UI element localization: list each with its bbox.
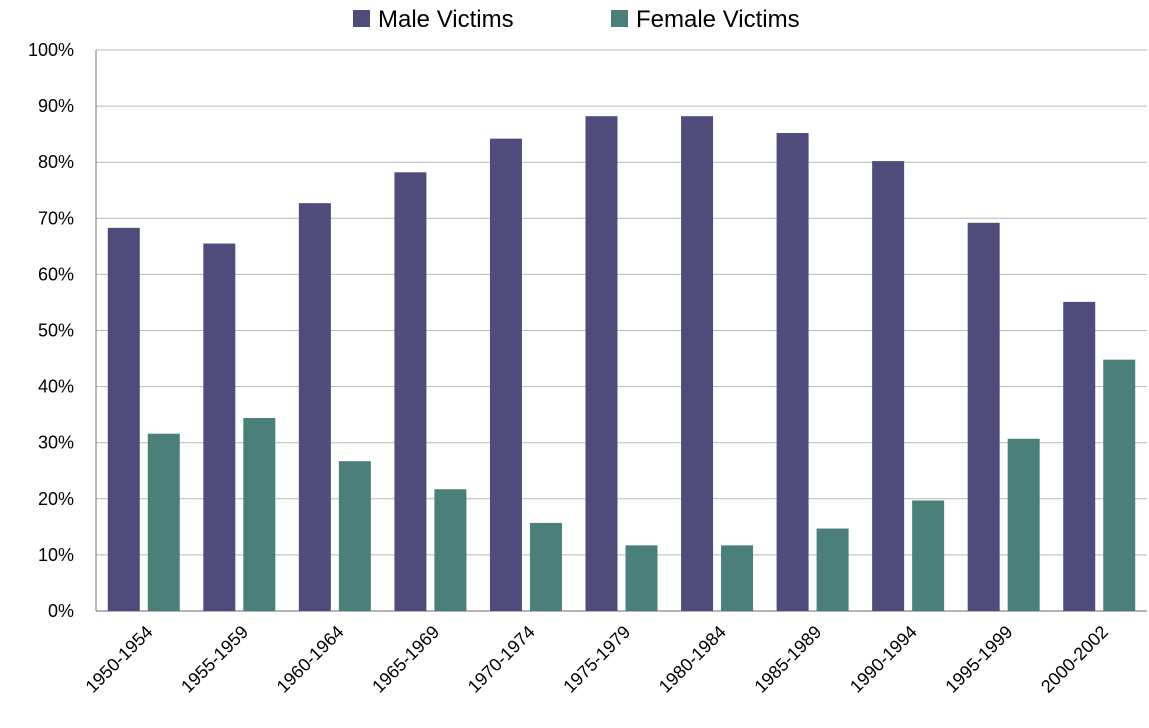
legend: Male Victims Female Victims [353, 6, 800, 33]
bar-male-victims-1960-1964 [298, 203, 331, 611]
bar-female-victims-1965-1969 [434, 489, 467, 611]
x-tick-label: 1970-1974 [464, 622, 539, 697]
y-tick-label: 20% [38, 489, 74, 509]
bar-male-victims-1995-1999 [967, 222, 1000, 611]
x-tick-label: 1965-1969 [368, 622, 443, 697]
y-tick-label: 100% [28, 40, 74, 60]
x-tick-label: 1960-1964 [273, 622, 348, 697]
bar-female-victims-2000-2002 [1103, 359, 1136, 611]
bar-male-victims-1980-1984 [681, 116, 714, 611]
x-tick-label: 1995-1999 [941, 622, 1016, 697]
y-tick-label: 10% [38, 545, 74, 565]
y-tick-label: 60% [38, 264, 74, 284]
bar-female-victims-1995-1999 [1007, 438, 1040, 611]
bar-female-victims-1960-1964 [338, 461, 371, 611]
bar-female-victims-1950-1954 [147, 433, 180, 611]
bar-female-victims-1985-1989 [816, 528, 849, 611]
x-tick-label: 1985-1989 [750, 622, 825, 697]
y-tick-label: 40% [38, 377, 74, 397]
y-tick-label: 30% [38, 433, 74, 453]
legend-label: Male Victims [378, 6, 514, 33]
bar-female-victims-1975-1979 [625, 545, 658, 611]
bars [107, 116, 1136, 612]
bar-male-victims-1990-1994 [872, 161, 905, 611]
bar-male-victims-1985-1989 [776, 133, 809, 611]
x-axis: 1950-1954 1955-1959 1960-1964 1965-1969 1970… [82, 622, 1112, 697]
legend-swatch [611, 10, 628, 27]
x-tick-label: 1955-1959 [177, 622, 252, 697]
bar-male-victims-1975-1979 [585, 116, 618, 611]
x-tick-label: 1980-1984 [655, 622, 730, 697]
legend-label: Female Victims [636, 6, 800, 33]
y-tick-label: 0% [48, 601, 74, 621]
x-tick-label: 2000-2002 [1037, 622, 1112, 697]
x-tick-label: 1950-1954 [82, 622, 157, 697]
y-tick-label: 80% [38, 152, 74, 172]
bar-male-victims-1965-1969 [394, 172, 427, 611]
y-tick-label: 50% [38, 321, 74, 341]
bar-male-victims-1970-1974 [489, 138, 522, 611]
bar-male-victims-1955-1959 [203, 243, 236, 612]
x-tick-label: 1990-1994 [846, 622, 921, 697]
bar-female-victims-1955-1959 [243, 418, 276, 611]
y-tick-label: 70% [38, 208, 74, 228]
bar-male-victims-1950-1954 [107, 227, 140, 611]
legend-swatch [353, 10, 370, 27]
y-tick-label: 90% [38, 96, 74, 116]
x-tick-label: 1975-1979 [559, 622, 634, 697]
bar-female-victims-1970-1974 [529, 522, 562, 611]
bar-male-victims-2000-2002 [1063, 301, 1096, 611]
bar-female-victims-1990-1994 [912, 500, 945, 611]
bar-female-victims-1980-1984 [721, 545, 754, 611]
